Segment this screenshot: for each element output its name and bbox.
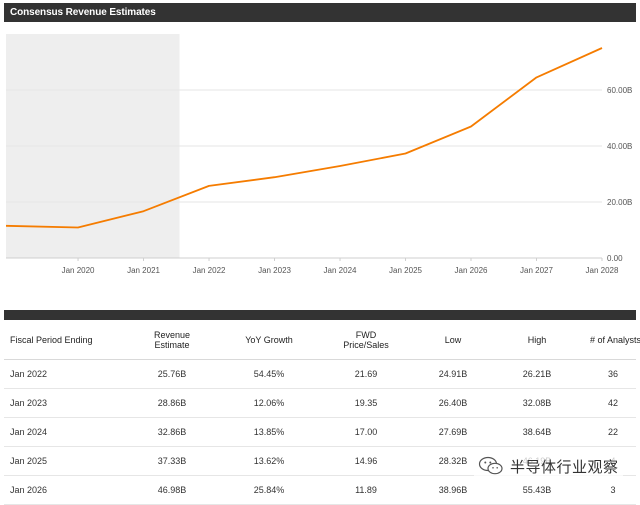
cell-low: 27.69B (422, 417, 484, 447)
column-header-low[interactable]: Low (422, 320, 484, 360)
cell-analysts: 3 (590, 475, 636, 505)
y-tick-label: 40.00B (607, 142, 632, 151)
cell-price-sales: 14.96 (310, 446, 422, 476)
cell-revenue: 32.86B (116, 417, 228, 447)
x-tick-label: Jan 2024 (324, 266, 357, 275)
x-tick-label: Jan 2023 (258, 266, 291, 275)
table-row: Jan 2022 25.76B 54.45% 21.69 24.91B 26.21B 36 (4, 359, 636, 389)
cell-period: Jan 2025 (4, 446, 116, 476)
cell-period: Jan 2024 (4, 417, 116, 447)
cell-revenue: 28.86B (116, 388, 228, 418)
cell-period: Jan 2022 (4, 359, 116, 389)
cell-growth: 25.84% (228, 475, 310, 505)
chart-title: Consensus Revenue Estimates (4, 3, 636, 22)
cell-price-sales: 17.00 (310, 417, 422, 447)
revenue-line-chart: 0.00 20.00B 40.00B 60.00B Jan 2020 Jan 2021 Ja… (5, 34, 632, 275)
column-header-period[interactable]: Fiscal Period Ending (4, 320, 116, 360)
revenue-chart-panel: Consensus Revenue Estimates 0.00 20.00B 40… (4, 3, 636, 281)
cell-low: 38.96B (422, 475, 484, 505)
x-tick-label: Jan 2022 (193, 266, 226, 275)
cell-price-sales: 11.89 (310, 475, 422, 505)
cell-growth: 12.06% (228, 388, 310, 418)
cell-growth: 13.62% (228, 446, 310, 476)
cell-low: 28.32B (422, 446, 484, 476)
y-tick-label: 60.00B (607, 86, 632, 95)
cell-period: Jan 2026 (4, 475, 116, 505)
cell-analysts: 36 (590, 359, 636, 389)
cell-revenue: 25.76B (116, 359, 228, 389)
x-tick-label: Jan 2027 (520, 266, 553, 275)
column-header-price-sales-text: FWD Price/Sales (343, 329, 389, 350)
cell-revenue: 46.98B (116, 475, 228, 505)
cell-revenue: 37.33B (116, 446, 228, 476)
column-header-revenue-text: Revenue Estimate (153, 329, 191, 350)
table-row: Jan 2024 32.86B 13.85% 17.00 27.69B 38.64B 22 (4, 417, 636, 447)
cell-high: 55.43B (484, 475, 590, 505)
cell-low: 26.40B (422, 388, 484, 418)
revenue-series-line (5, 47, 603, 229)
x-tick-label: Jan 2028 (586, 266, 619, 275)
cell-period: Jan 2023 (4, 388, 116, 418)
cell-analysts: 42 (590, 388, 636, 418)
wechat-logo-icon (478, 456, 503, 475)
cell-price-sales: 21.69 (310, 359, 422, 389)
y-tick-label: 0.00 (607, 254, 623, 263)
watermark: 半导体行业观察 (474, 455, 623, 477)
cell-growth: 13.85% (228, 417, 310, 447)
column-header-growth[interactable]: YoY Growth (228, 320, 310, 360)
table-row: Jan 2026 46.98B 25.84% 11.89 38.96B 55.43B 3 (4, 475, 636, 505)
x-tick-label: Jan 2020 (62, 266, 95, 275)
table-header-row: Fiscal Period Ending Revenue Estimate Yo… (4, 320, 640, 360)
column-header-high[interactable]: High (484, 320, 590, 360)
x-tick-label: Jan 2025 (389, 266, 422, 275)
x-tick-label: Jan 2026 (455, 266, 488, 275)
y-tick-label: 20.00B (607, 198, 632, 207)
table-row: Jan 2023 28.86B 12.06% 19.35 26.40B 32.08B 42 (4, 388, 636, 418)
column-header-price-sales[interactable]: FWD Price/Sales (310, 320, 422, 360)
cell-price-sales: 19.35 (310, 388, 422, 418)
estimates-table: Fiscal Period Ending Revenue Estimate Yo… (4, 320, 640, 505)
cell-high: 38.64B (484, 417, 590, 447)
cell-growth: 54.45% (228, 359, 310, 389)
cell-analysts: 22 (590, 417, 636, 447)
cell-high: 32.08B (484, 388, 590, 418)
x-tick-label: Jan 2021 (127, 266, 160, 275)
table-header-bar (4, 310, 636, 320)
column-header-analysts[interactable]: # of Analysts (590, 320, 640, 360)
column-header-revenue[interactable]: Revenue Estimate (116, 320, 228, 360)
cell-low: 24.91B (422, 359, 484, 389)
watermark-text: 半导体行业观察 (510, 458, 619, 476)
cell-high: 26.21B (484, 359, 590, 389)
